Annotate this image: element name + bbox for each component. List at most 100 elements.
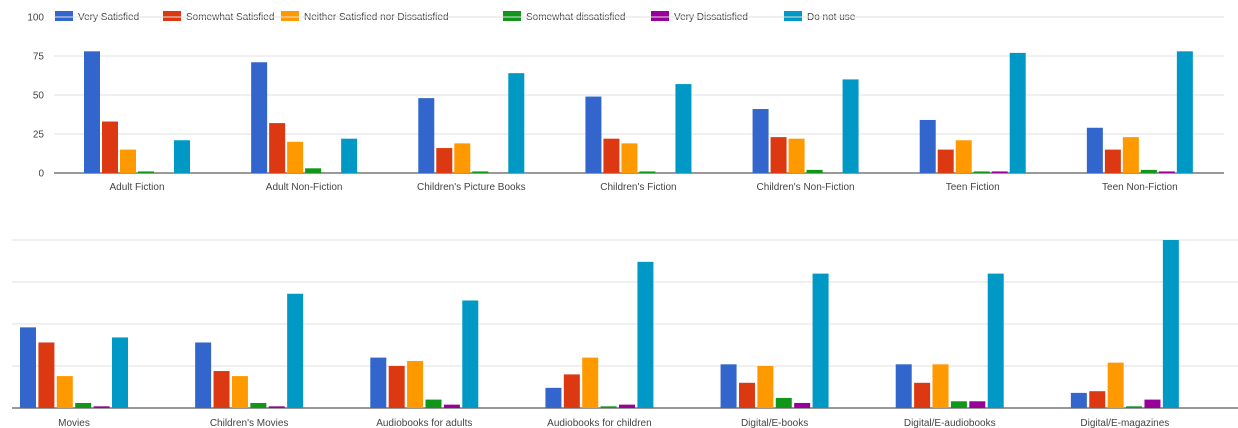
chart-bottom: Movies Children's Movies Audiobooks for ad… [12,239,1238,428]
bar-teen-non-fiction-neither-satisfied-nor-dissatisfied [1122,137,1139,173]
bar-digital-e-magazines-somewhat-satisfied [1089,391,1106,408]
y-tick-label: 25 [33,130,45,141]
x-tick-label: Digital/E-audiobooks [904,418,996,428]
bar-digital-e-audiobooks-somewhat-dissatisfied [950,401,967,408]
bar-teen-fiction-somewhat-satisfied [937,149,954,173]
bar-movies-somewhat-satisfied [38,342,55,408]
bar-audiobooks-for-adults-very-satisfied [370,357,387,408]
x-tick-label: Digital/E-magazines [1080,418,1169,428]
bar-teen-fiction-very-satisfied [919,119,936,173]
x-tick-label: Adult Non-Fiction [266,182,343,193]
bar-adult-non-fiction-neither-satisfied-nor-dissatisfied [287,141,304,173]
bar-children-s-fiction-do-not-use [675,84,692,173]
x-tick-label: Children's Fiction [600,182,676,193]
bar-children-s-movies-do-not-use [287,293,304,408]
y-tick-label: 100 [27,13,44,24]
bar-children-s-non-fiction-neither-satisfied-nor-dissatisfied [788,138,805,173]
bar-digital-e-books-neither-satisfied-nor-dissatisfied [757,366,774,408]
legend-swatch-somewhat-dissatisfied [503,11,521,21]
bar-digital-e-magazines-somewhat-dissatisfied [1126,406,1143,408]
bar-teen-fiction-do-not-use [1009,52,1026,173]
bar-movies-neither-satisfied-nor-dissatisfied [56,376,73,408]
x-tick-label: Audiobooks for adults [376,418,472,428]
bar-adult-non-fiction-somewhat-dissatisfied [305,168,322,173]
bar-digital-e-audiobooks-somewhat-satisfied [914,382,931,408]
y-tick-label: 0 [38,169,44,180]
bar-digital-e-books-somewhat-dissatisfied [775,397,792,408]
bar-children-s-picture-books-somewhat-dissatisfied [472,171,489,173]
bar-children-s-non-fiction-very-satisfied [752,109,769,173]
x-tick-label: Audiobooks for children [547,418,652,428]
x-tick-label: Children's Picture Books [417,182,526,193]
bar-children-s-non-fiction-somewhat-dissatisfied [806,169,823,173]
bar-movies-very-satisfied [20,327,36,408]
legend-swatch-neither-satisfied-nor-dissatisfied [281,11,299,21]
bar-digital-e-magazines-neither-satisfied-nor-dissatisfied [1107,362,1124,408]
bar-children-s-non-fiction-do-not-use [842,79,859,173]
bar-movies-somewhat-dissatisfied [75,402,92,408]
bar-teen-non-fiction-somewhat-satisfied [1104,149,1121,173]
bar-children-s-picture-books-neither-satisfied-nor-dissatisfied [454,143,471,173]
bar-children-s-picture-books-do-not-use [508,73,525,173]
bar-children-s-picture-books-very-satisfied [418,98,435,173]
bar-audiobooks-for-adults-neither-satisfied-nor-dissatisfied [407,360,424,408]
legend-swatch-very-satisfied [55,11,73,21]
bar-digital-e-magazines-very-dissatisfied [1144,399,1161,408]
bar-digital-e-audiobooks-do-not-use [987,273,1004,408]
x-tick-label: Teen Non-Fiction [1102,182,1178,193]
bar-adult-non-fiction-very-satisfied [251,62,268,173]
x-tick-label: Teen Fiction [946,182,1000,193]
bar-teen-non-fiction-very-dissatisfied [1158,171,1175,173]
bar-movies-do-not-use [112,337,128,408]
bar-digital-e-magazines-very-satisfied [1070,392,1087,408]
bar-audiobooks-for-adults-do-not-use [462,300,479,408]
bar-teen-non-fiction-do-not-use [1176,51,1193,173]
bar-audiobooks-for-adults-somewhat-satisfied [388,366,405,408]
bar-children-s-movies-somewhat-satisfied [213,371,230,408]
bar-children-s-fiction-somewhat-dissatisfied [639,171,656,173]
bar-children-s-fiction-somewhat-satisfied [603,138,620,173]
bar-teen-fiction-somewhat-dissatisfied [973,171,990,173]
bar-audiobooks-for-adults-very-dissatisfied [443,404,460,408]
bar-digital-e-audiobooks-very-dissatisfied [969,401,986,408]
chart-top: 0 25 50 75 100 Adult Fiction Adult Non-Fiction… [27,13,1224,193]
bar-adult-fiction-neither-satisfied-nor-dissatisfied [120,149,136,173]
bar-teen-fiction-neither-satisfied-nor-dissatisfied [955,140,972,173]
x-tick-label: Adult Fiction [109,182,164,193]
x-tick-label: Children's Non-Fiction [757,182,855,193]
bar-movies-very-dissatisfied [93,406,110,408]
bar-digital-e-books-very-satisfied [720,364,737,408]
bar-digital-e-books-do-not-use [812,273,829,408]
bar-children-s-picture-books-somewhat-satisfied [436,148,453,173]
legend-swatch-somewhat-satisfied [163,11,181,21]
bar-children-s-non-fiction-somewhat-satisfied [770,137,787,173]
bar-adult-fiction-somewhat-dissatisfied [138,171,154,173]
x-tick-label: Digital/E-books [741,418,808,428]
bar-audiobooks-for-children-do-not-use [637,261,654,408]
bar-children-s-fiction-very-satisfied [585,96,602,173]
bar-audiobooks-for-children-neither-satisfied-nor-dissatisfied [582,357,599,408]
y-tick-label: 50 [33,91,45,102]
bar-audiobooks-for-children-somewhat-dissatisfied [600,406,617,408]
bar-adult-fiction-somewhat-satisfied [102,121,118,173]
bar-audiobooks-for-children-somewhat-satisfied [563,374,580,408]
bar-adult-non-fiction-do-not-use [341,138,358,173]
bar-adult-fiction-do-not-use [174,140,190,173]
y-tick-label: 75 [33,52,45,63]
bar-adult-non-fiction-somewhat-satisfied [269,123,286,173]
bar-teen-non-fiction-somewhat-dissatisfied [1140,169,1157,173]
bar-digital-e-audiobooks-very-satisfied [895,364,912,408]
bar-audiobooks-for-children-very-satisfied [545,387,562,408]
bar-children-s-movies-somewhat-dissatisfied [250,402,267,408]
x-tick-label: Children's Movies [210,418,289,428]
bar-audiobooks-for-adults-somewhat-dissatisfied [425,399,442,408]
bar-teen-non-fiction-very-satisfied [1086,127,1103,173]
bar-children-s-movies-neither-satisfied-nor-dissatisfied [231,376,248,408]
bar-teen-fiction-very-dissatisfied [991,171,1008,173]
bar-children-s-movies-very-dissatisfied [268,406,285,408]
bar-digital-e-books-somewhat-satisfied [738,382,755,408]
legend-swatch-very-dissatisfied [651,11,669,21]
bar-children-s-movies-very-satisfied [195,342,212,408]
bar-audiobooks-for-children-very-dissatisfied [619,404,636,408]
